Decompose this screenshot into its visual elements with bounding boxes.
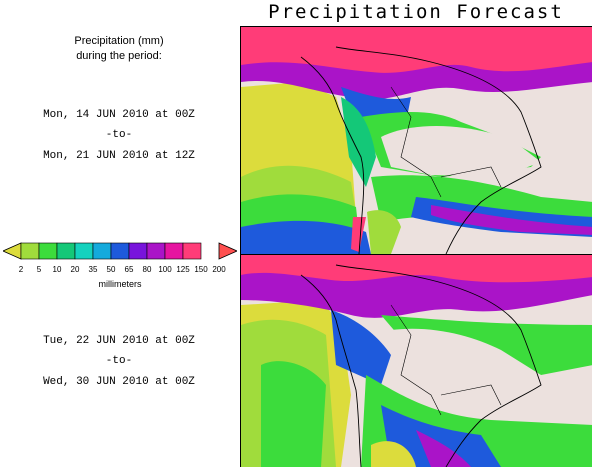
legend-tick-label: 100: [158, 265, 172, 274]
legend-tick-label: 65: [125, 265, 134, 274]
legend-tick-label: 2: [19, 265, 24, 274]
period1-separator: -to-: [105, 129, 133, 141]
info-panel: Precipitation (mm) during the period: Mo…: [0, 0, 238, 467]
legend-bar: 2 5 10 20 35 50 65 80 100 125 150 200 millimeters: [2, 242, 238, 289]
legend-arrow-left: [2, 242, 22, 260]
forecast-map-period2: [240, 255, 592, 467]
header-line1: Precipitation (mm): [74, 35, 164, 47]
legend-swatch: [92, 242, 112, 260]
header-line2: during the period:: [76, 50, 162, 62]
color-legend: 2 5 10 20 35 50 65 80 100 125 150 200 millimeters: [2, 242, 238, 292]
legend-swatch: [164, 242, 184, 260]
legend-arrow-right: [218, 242, 238, 260]
period2-end: Wed, 30 JUN 2010 at 00Z: [43, 376, 195, 388]
legend-tick-label: 150: [194, 265, 208, 274]
legend-swatch: [182, 242, 202, 260]
legend-tick-label: 50: [107, 265, 116, 274]
legend-swatch: [110, 242, 130, 260]
legend-swatch: [74, 242, 94, 260]
legend-tick-label: 35: [89, 265, 98, 274]
page-title: Precipitation Forecast: [268, 1, 564, 23]
forecast-map-period1: [240, 26, 592, 255]
legend-swatch: [146, 242, 166, 260]
legend-tick-label: 10: [53, 265, 62, 274]
legend-swatch: [56, 242, 76, 260]
period2-separator: -to-: [105, 355, 133, 367]
legend-tick-label: 200: [212, 265, 226, 274]
period2-start: Tue, 22 JUN 2010 at 00Z: [43, 335, 195, 347]
precip-field-period1: [241, 27, 592, 254]
legend-tick-label: 125: [176, 265, 190, 274]
period1-start: Mon, 14 JUN 2010 at 00Z: [43, 109, 195, 121]
period1-end: Mon, 21 JUN 2010 at 12Z: [43, 150, 195, 162]
legend-swatch: [38, 242, 58, 260]
legend-tick-label: 80: [143, 265, 152, 274]
legend-tick-label: 5: [37, 265, 42, 274]
legend-swatch: [128, 242, 148, 260]
legend-unit-label: millimeters: [98, 279, 142, 289]
legend-swatch: [20, 242, 40, 260]
legend-tick-label: 20: [71, 265, 80, 274]
precip-field-period2: [241, 255, 592, 467]
